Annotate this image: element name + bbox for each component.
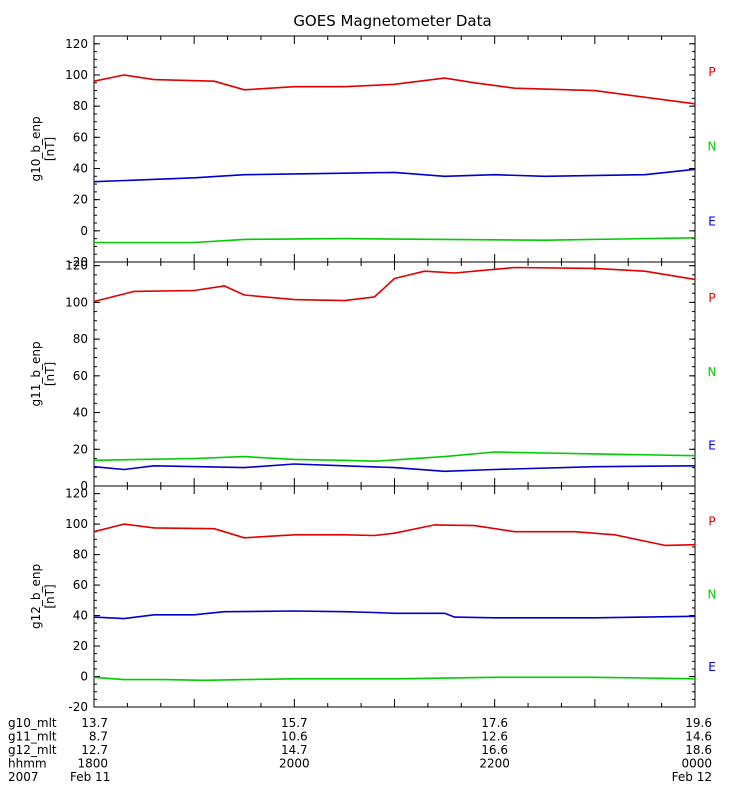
y-axis-label: g10_b_enp — [29, 116, 43, 181]
y-tick-label: 80 — [73, 548, 88, 562]
y-tick-label: 120 — [65, 37, 88, 51]
series-line-p — [93, 266, 696, 303]
series-line-n — [93, 168, 696, 183]
y-tick-label: -20 — [68, 700, 88, 714]
time-axis-row-label: g11_mlt — [8, 730, 57, 744]
time-axis-value: 14.6 — [685, 730, 712, 744]
y-axis-units: [nT] — [43, 584, 57, 608]
legend-label-n: N — [708, 587, 717, 601]
time-axis-value: 15.7 — [281, 716, 308, 730]
time-axis-value: 14.7 — [281, 743, 308, 757]
legend-label-e: E — [708, 214, 716, 228]
series-line-e — [93, 676, 696, 682]
y-tick-label: 40 — [73, 609, 88, 623]
y-tick-label: 0 — [80, 224, 88, 238]
time-axis-value: 18.6 — [685, 743, 712, 757]
time-axis-value: 2000 — [279, 757, 310, 771]
time-axis-value: 16.6 — [481, 743, 508, 757]
panel-1-frame — [93, 35, 696, 263]
y-axis-units: [nT] — [43, 137, 57, 161]
time-axis-value: 12.6 — [481, 730, 508, 744]
y-tick-label: 60 — [73, 130, 88, 144]
legend-label-e: E — [708, 439, 716, 453]
y-tick-label: 60 — [73, 369, 88, 383]
y-tick-label: 60 — [73, 578, 88, 592]
time-axis-value: Feb 11 — [70, 770, 110, 784]
y-tick-label: 100 — [65, 295, 88, 309]
time-axis-value: 8.7 — [89, 730, 108, 744]
series-line-p — [93, 74, 696, 105]
time-axis-value: 10.6 — [281, 730, 308, 744]
y-axis-label: g11_b_enp — [29, 341, 43, 406]
chart-title: GOES Magnetometer Data — [293, 12, 492, 30]
time-axis-value: 19.6 — [685, 716, 712, 730]
y-tick-label: 0 — [80, 479, 88, 493]
series-line-n — [93, 451, 696, 463]
y-tick-label: 100 — [65, 68, 88, 82]
legend-label-n: N — [708, 365, 717, 379]
time-axis-value: 13.7 — [81, 716, 108, 730]
y-tick-label: 100 — [65, 517, 88, 531]
y-tick-label: 40 — [73, 406, 88, 420]
time-axis-row-label: g10_mlt — [8, 716, 57, 730]
time-axis-row-label: 2007 — [8, 770, 39, 784]
legend-label-p: P — [708, 65, 715, 79]
y-axis-units: [nT] — [43, 362, 57, 386]
time-axis-value: 1800 — [77, 757, 108, 771]
legend-label-e: E — [708, 660, 716, 674]
y-tick-label: 20 — [73, 442, 88, 456]
y-tick-label: 0 — [80, 670, 88, 684]
time-axis-value: Feb 12 — [672, 770, 712, 784]
series-line-e — [94, 237, 696, 244]
y-tick-label: 40 — [73, 161, 88, 175]
y-axis-label: g12_b_enp — [29, 564, 43, 629]
time-axis-value: 0000 — [681, 757, 712, 771]
panel-3-frame — [93, 485, 696, 708]
y-tick-label: 120 — [65, 487, 88, 501]
time-axis-row-label: g12_mlt — [8, 743, 57, 757]
series-line-n — [93, 610, 696, 620]
y-tick-label: 20 — [73, 639, 88, 653]
time-axis-value: 2200 — [479, 757, 510, 771]
y-tick-label: 20 — [73, 193, 88, 207]
legend-label-p: P — [708, 291, 715, 305]
time-axis-row-label: hhmm — [8, 757, 47, 771]
time-axis-value: 12.7 — [81, 743, 108, 757]
panel-2-frame — [93, 261, 696, 487]
legend-label-p: P — [708, 514, 715, 528]
y-tick-label: 80 — [73, 332, 88, 346]
y-tick-label: 120 — [65, 259, 88, 273]
y-tick-label: 80 — [73, 99, 88, 113]
y-tick-label: -20 — [68, 255, 88, 269]
series-line-e — [93, 463, 696, 473]
series-line-p — [93, 523, 696, 547]
legend-label-n: N — [708, 140, 717, 154]
time-axis-value: 17.6 — [481, 716, 508, 730]
